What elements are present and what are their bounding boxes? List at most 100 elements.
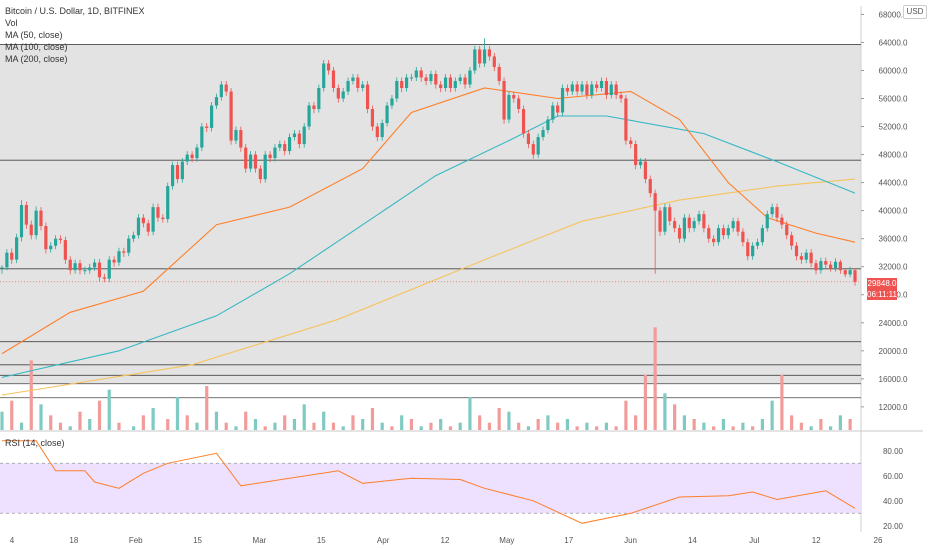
- rsi-panel: 80.00 60.00 40.00 20.00: [0, 440, 904, 531]
- candle-body: [326, 63, 331, 71]
- candle-body: [531, 144, 535, 155]
- candle-body: [312, 105, 316, 110]
- candle-body: [746, 242, 750, 257]
- price-tick-label: 52000.0: [879, 123, 908, 132]
- candle-body: [760, 228, 764, 243]
- candle-body: [336, 87, 340, 99]
- candle-body: [570, 84, 574, 92]
- candle-body: [68, 259, 72, 271]
- volume-bar: [224, 422, 228, 430]
- candle-body: [634, 144, 638, 166]
- candle-body: [785, 224, 789, 236]
- time-tick-label: 14: [688, 536, 697, 545]
- candle-body: [482, 49, 487, 64]
- candle-body: [370, 109, 375, 127]
- candle-body: [751, 245, 755, 257]
- candle-body: [58, 238, 63, 241]
- volume-bar: [458, 422, 462, 430]
- candle-body: [15, 237, 19, 260]
- candle-body: [19, 205, 24, 238]
- candle-body: [434, 73, 438, 85]
- candle-body: [205, 126, 209, 128]
- candle-body: [824, 261, 828, 265]
- candle-body: [268, 154, 272, 159]
- candle-body: [463, 77, 467, 85]
- candle-body: [604, 80, 609, 96]
- currency-badge[interactable]: USD: [903, 5, 927, 19]
- candle-body: [809, 252, 813, 264]
- candle-body: [156, 207, 160, 218]
- candle-body: [638, 161, 643, 166]
- price-tick-label: 56000.0: [879, 95, 908, 104]
- volume-bar: [565, 419, 570, 430]
- candle-body: [794, 245, 799, 257]
- time-tick-label: May: [499, 536, 514, 545]
- candle-body: [687, 217, 691, 229]
- volume-bar: [68, 426, 72, 430]
- candle-body: [409, 77, 414, 79]
- candle-body: [517, 98, 521, 110]
- candle-body: [814, 263, 818, 271]
- candle-body: [88, 267, 92, 271]
- volume-bar: [78, 411, 82, 430]
- volume-bar: [585, 422, 589, 430]
- volume-bar: [322, 411, 326, 430]
- volume-bar: [132, 426, 136, 430]
- candle-body: [10, 252, 14, 260]
- volume-bar: [253, 419, 258, 430]
- volume-bar: [741, 422, 745, 430]
- candle-body: [400, 80, 404, 88]
- volume-bar: [205, 386, 209, 430]
- candle-body: [468, 70, 472, 85]
- candle-body: [375, 126, 379, 138]
- candle-body: [346, 80, 350, 92]
- candle-body: [439, 84, 443, 88]
- candle-body: [819, 261, 823, 271]
- volume-bar: [497, 408, 501, 430]
- candle-body: [317, 87, 321, 110]
- candle-body: [429, 73, 433, 81]
- time-tick-label: Mar: [253, 536, 267, 545]
- candle-body: [721, 228, 725, 236]
- volume-bar: [234, 426, 238, 430]
- volume-bar: [517, 422, 521, 430]
- candle-body: [117, 251, 121, 263]
- candle-body: [541, 130, 545, 138]
- volume-bar: [341, 426, 345, 430]
- range-shading: [0, 44, 861, 384]
- candle-body: [171, 165, 175, 187]
- volume-bar: [39, 404, 43, 430]
- candle-body: [736, 221, 740, 232]
- volume-bar: [166, 419, 170, 430]
- candle-body: [161, 217, 165, 220]
- candle-body: [219, 84, 223, 98]
- candle-body: [663, 207, 667, 232]
- candle-body: [829, 264, 833, 269]
- price-tick-label: 12000.0: [879, 403, 908, 412]
- candle-body: [478, 49, 482, 64]
- last-price-value: 29848.0: [867, 279, 897, 288]
- candle-body: [453, 80, 457, 88]
- volume-bar: [292, 419, 297, 430]
- candle-body: [297, 133, 301, 145]
- volume-bar: [838, 415, 842, 430]
- candle-body: [278, 144, 282, 148]
- volume-bar: [526, 426, 531, 430]
- time-tick-label: 26: [874, 536, 883, 545]
- volume-bar: [151, 408, 155, 430]
- candle-body: [556, 105, 560, 113]
- candle-body: [668, 207, 672, 222]
- volume-bar: [819, 419, 823, 430]
- candle-body: [39, 210, 43, 227]
- candle-body: [107, 259, 111, 279]
- volume-bar: [770, 400, 774, 430]
- price-countdown: 06:11:11: [867, 290, 897, 299]
- candle-body: [565, 87, 570, 92]
- candle-body: [132, 235, 136, 239]
- candle-body: [487, 49, 492, 57]
- candle-body: [29, 224, 33, 236]
- volume-bar: [49, 415, 53, 430]
- candle-body: [253, 154, 258, 169]
- candle-body: [73, 263, 77, 271]
